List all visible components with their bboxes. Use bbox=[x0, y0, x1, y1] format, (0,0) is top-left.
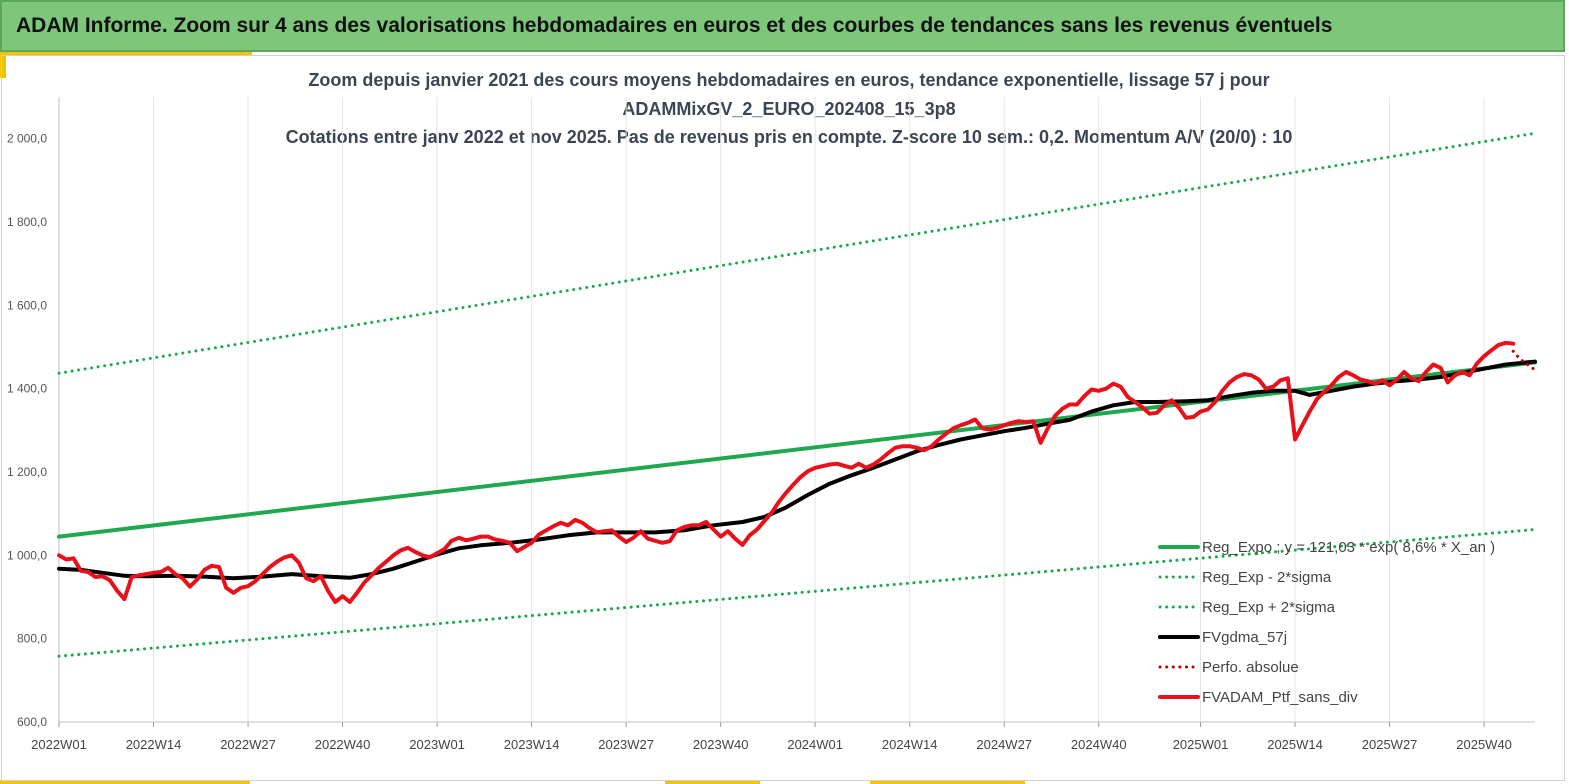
y-tick-label-6: 1 800,0 bbox=[7, 215, 47, 229]
chart-legend: Reg_Expo ; y = 121,03 * exp( 8,6% * X_an… bbox=[1158, 539, 1495, 706]
x-tick-label-10: 2024W27 bbox=[976, 737, 1032, 752]
series-line-0 bbox=[57, 360, 1537, 539]
series-line-2 bbox=[57, 131, 1537, 375]
legend-label-0: Reg_Expo ; y = 121,03 * exp( 8,6% * X_an… bbox=[1202, 539, 1495, 556]
series-line-5 bbox=[57, 340, 1516, 604]
x-tick-label-9: 2024W14 bbox=[882, 737, 938, 752]
chart-title: Zoom depuis janvier 2021 des cours moyen… bbox=[0, 66, 1569, 152]
accent-bar-bottom-right bbox=[870, 780, 1025, 784]
chart-frame bbox=[1, 55, 1565, 781]
y-tick-label-7: 2 000,0 bbox=[7, 132, 47, 146]
x-tick-label-7: 2023W40 bbox=[693, 737, 749, 752]
y-tick-label-2: 1 000,0 bbox=[7, 548, 47, 562]
chart-title-line-1: Zoom depuis janvier 2021 des cours moyen… bbox=[308, 70, 1270, 90]
chart-axes: 2022W01 2022W14 2022W27 2022W40 2023W01 2023W… bbox=[7, 97, 1535, 752]
x-tick-label-1: 2022W14 bbox=[126, 737, 182, 752]
y-tick-label-3: 1 200,0 bbox=[7, 465, 47, 479]
x-tick-label-2: 2022W27 bbox=[220, 737, 276, 752]
x-tick-label-14: 2025W27 bbox=[1362, 737, 1418, 752]
series-line-3 bbox=[57, 359, 1537, 581]
accent-bar-top bbox=[2, 52, 252, 56]
chart-title-line-3: Cotations entre janv 2022 et nov 2025. P… bbox=[285, 127, 1293, 147]
x-tick-label-4: 2023W01 bbox=[409, 737, 465, 752]
chart-gridlines bbox=[58, 97, 1485, 722]
report-header-banner: ADAM Informe. Zoom sur 4 ans des valoris… bbox=[0, 0, 1565, 52]
x-tick-label-15: 2025W40 bbox=[1456, 737, 1512, 752]
x-tick-label-11: 2024W40 bbox=[1071, 737, 1127, 752]
x-tick-label-3: 2022W40 bbox=[315, 737, 371, 752]
report-header-title: ADAM Informe. Zoom sur 4 ans des valoris… bbox=[16, 14, 1333, 37]
legend-label-3: FVgdma_57j bbox=[1202, 629, 1287, 646]
y-tick-label-5: 1 600,0 bbox=[7, 298, 47, 312]
x-tick-label-12: 2025W01 bbox=[1173, 737, 1229, 752]
x-tick-label-13: 2025W14 bbox=[1267, 737, 1323, 752]
x-tick-label-5: 2023W14 bbox=[504, 737, 560, 752]
y-tick-label-4: 1 400,0 bbox=[7, 382, 47, 396]
chart-title-line-2: ADAMMixGV_2_EURO_202408_15_3p8 bbox=[622, 98, 956, 119]
x-tick-label-0: 2022W01 bbox=[31, 737, 87, 752]
legend-label-1: Reg_Exp - 2*sigma bbox=[1202, 569, 1332, 586]
y-tick-label-1: 800,0 bbox=[17, 632, 47, 646]
series-line-1 bbox=[57, 528, 1537, 658]
legend-label-5: FVADAM_Ptf_sans_div bbox=[1202, 689, 1358, 706]
chart-series-group bbox=[57, 131, 1537, 658]
legend-label-2: Reg_Exp + 2*sigma bbox=[1202, 599, 1336, 616]
accent-bar-bottom-left bbox=[0, 780, 250, 784]
legend-label-4: Perfo. absolue bbox=[1202, 659, 1299, 676]
x-tick-label-6: 2023W27 bbox=[598, 737, 654, 752]
accent-bar-bottom-middle bbox=[665, 780, 760, 784]
accent-bar-side bbox=[0, 52, 6, 78]
y-tick-label-0: 600,0 bbox=[17, 715, 47, 729]
x-tick-label-8: 2024W01 bbox=[787, 737, 843, 752]
